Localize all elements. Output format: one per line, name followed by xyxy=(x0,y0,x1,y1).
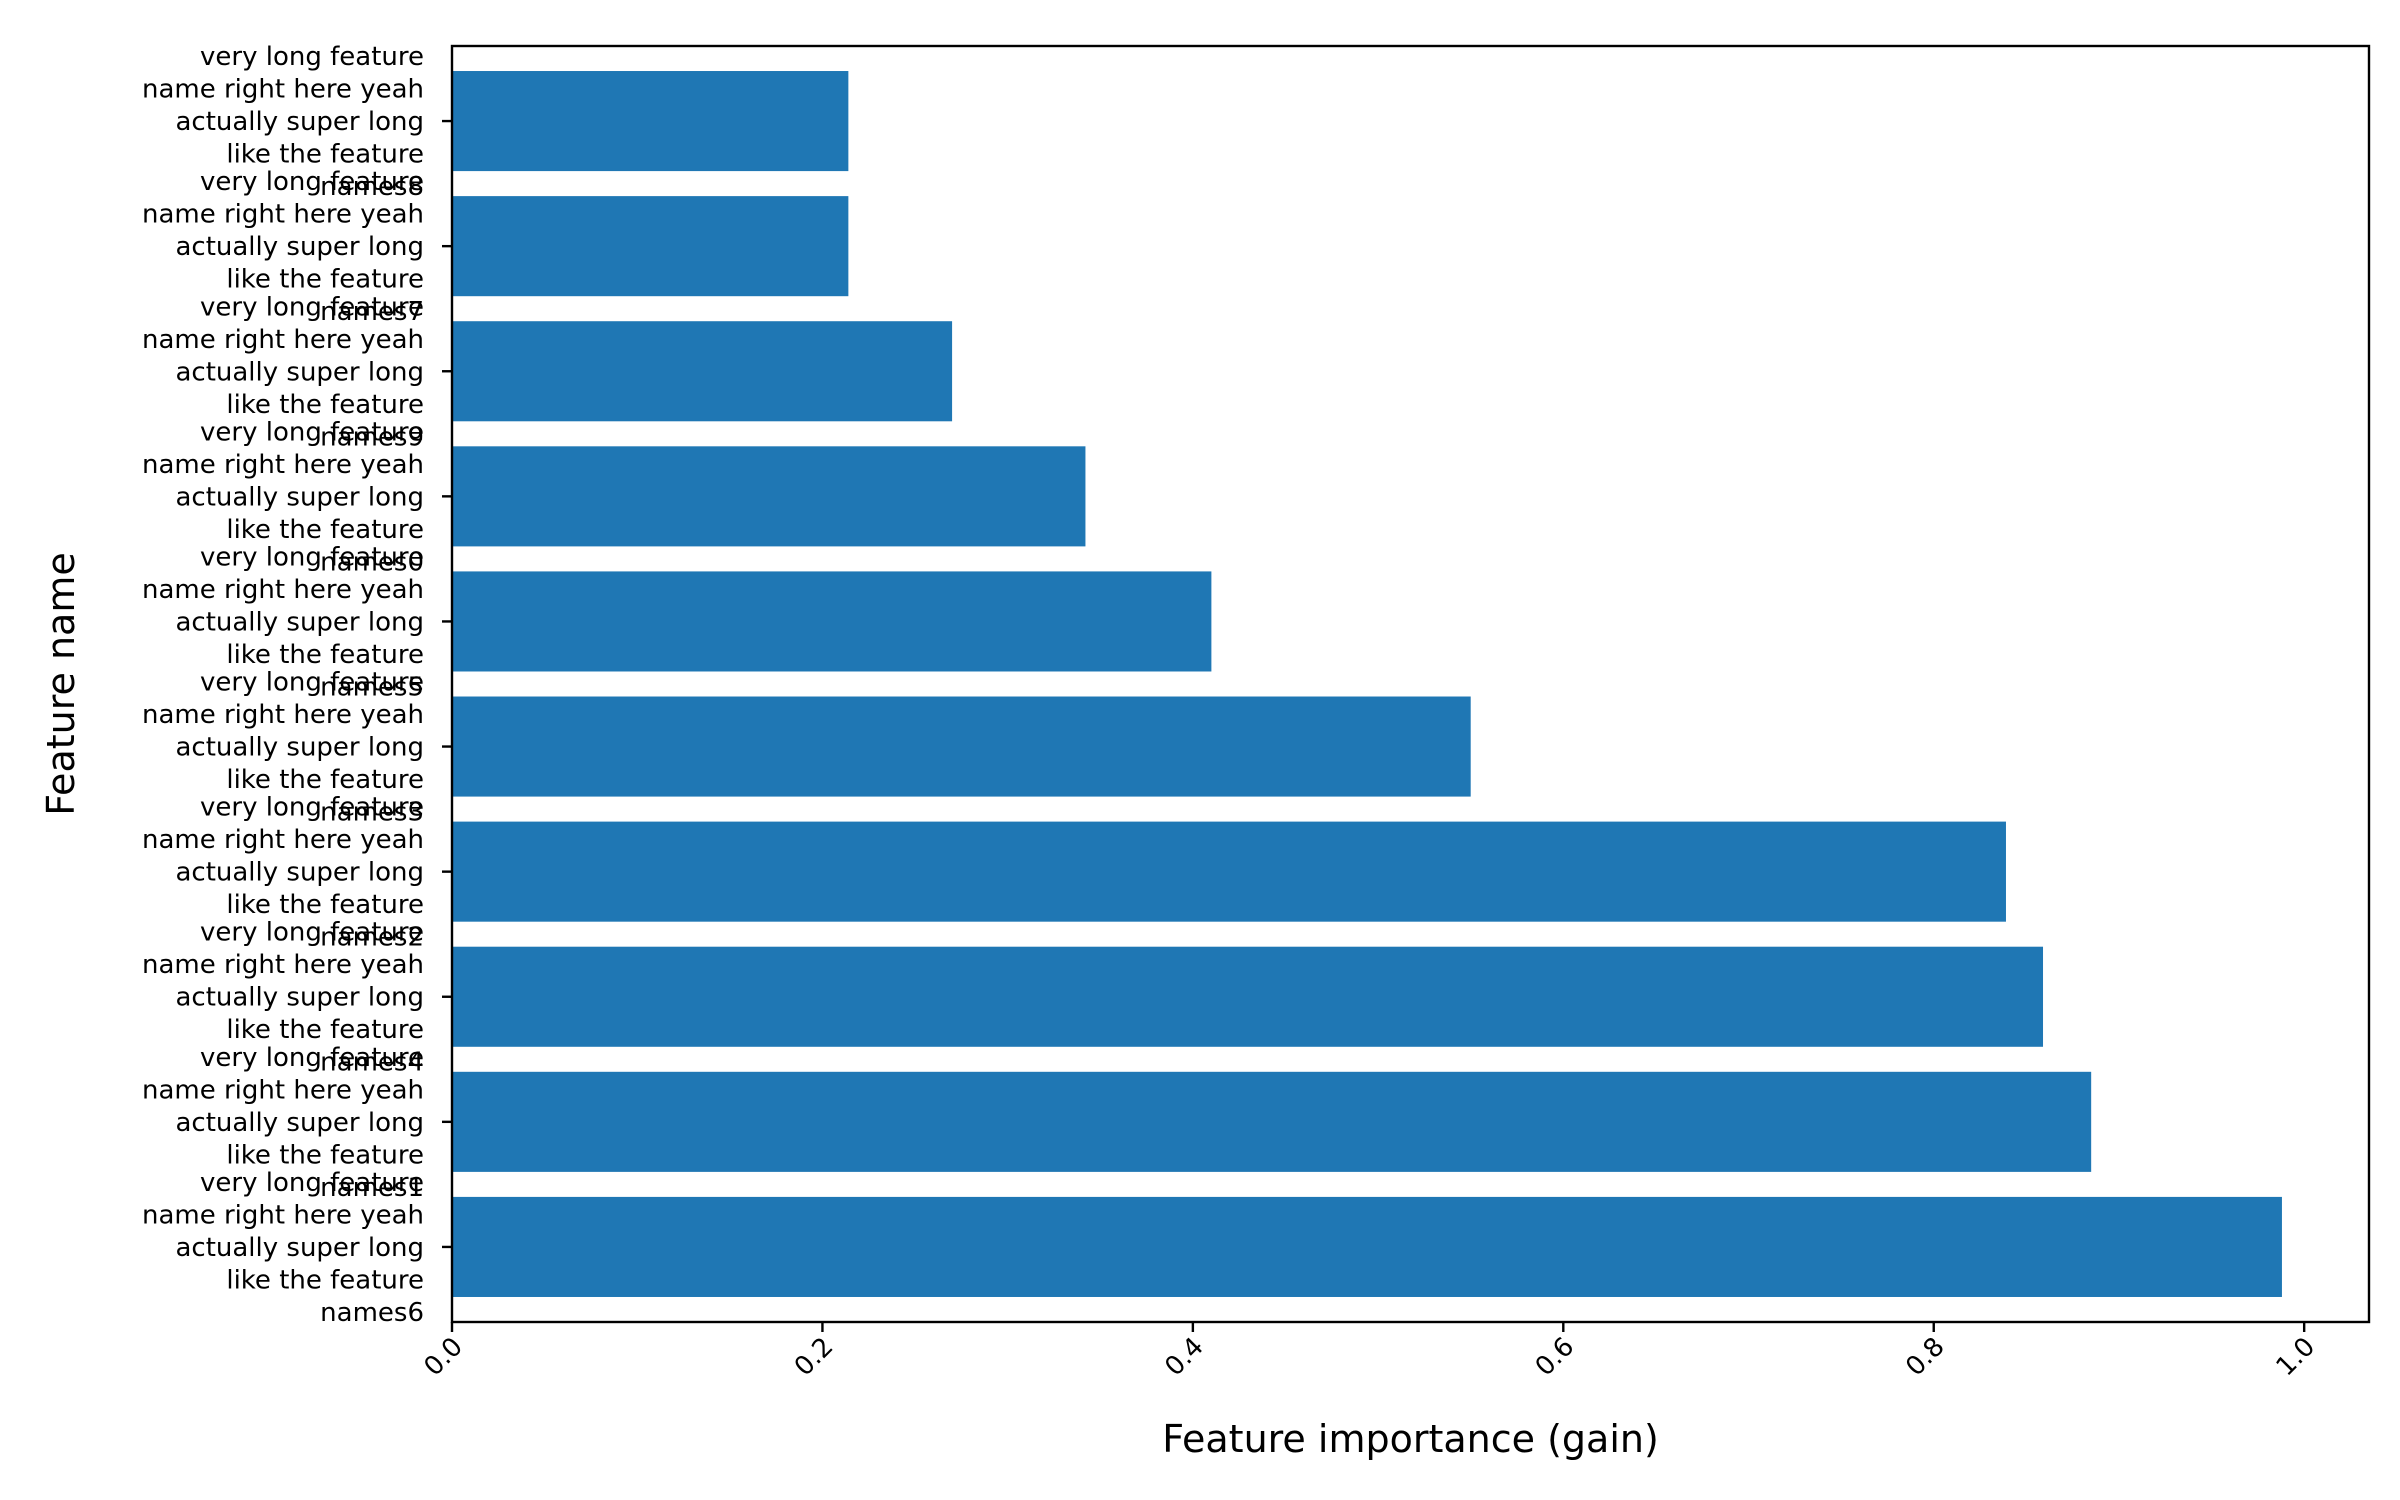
y-tick-label-0: very long feature name right here yeah act… xyxy=(142,1168,424,1328)
x-tick-label-3: 0.6 xyxy=(1530,1332,1580,1382)
bar-3 xyxy=(452,821,2006,922)
bars-layer xyxy=(452,71,2282,1297)
y-tick-label-8: very long feature name right here yeah act… xyxy=(142,167,424,327)
bar-6 xyxy=(452,446,1086,547)
bar-2 xyxy=(452,946,2044,1047)
y-tick-label-9: very long feature name right here yeah act… xyxy=(142,42,424,202)
x-axis-ticks: 0.0 0.2 0.4 0.6 0.8 1.0 xyxy=(418,1322,2321,1382)
y-tick-label-1: very long feature name right here yeah act… xyxy=(142,1043,424,1203)
plot-frame xyxy=(450,44,2371,1324)
bar-0 xyxy=(452,1196,2282,1297)
y-tick-label-2: very long feature name right here yeah act… xyxy=(142,918,424,1078)
y-axis-ticks: very long feature name right here yeah act… xyxy=(142,42,452,1328)
y-tick-label-5: very long feature name right here yeah act… xyxy=(142,542,424,702)
x-tick-label-2: 0.4 xyxy=(1159,1332,1209,1382)
y-tick-label-6: very long feature name right here yeah act… xyxy=(142,417,424,577)
y-tick-label-4: very long feature name right here yeah act… xyxy=(142,668,424,828)
bar-8 xyxy=(452,196,849,297)
bar-7 xyxy=(452,321,953,422)
x-tick-label-1: 0.2 xyxy=(789,1332,839,1382)
y-tick-label-3: very long feature name right here yeah act… xyxy=(142,793,424,953)
x-tick-label-0: 0.0 xyxy=(418,1332,468,1382)
x-tick-label-5: 1.0 xyxy=(2271,1332,2321,1382)
bar-5 xyxy=(452,571,1212,672)
x-axis-label: Feature importance (gain) xyxy=(1162,1417,1659,1461)
y-tick-label-7: very long feature name right here yeah act… xyxy=(142,292,424,452)
bar-1 xyxy=(452,1071,2092,1172)
bar-9 xyxy=(452,71,849,172)
bar-4 xyxy=(452,696,1471,797)
y-axis-label: Feature name xyxy=(39,552,83,815)
x-tick-label-4: 0.8 xyxy=(1900,1332,1950,1382)
